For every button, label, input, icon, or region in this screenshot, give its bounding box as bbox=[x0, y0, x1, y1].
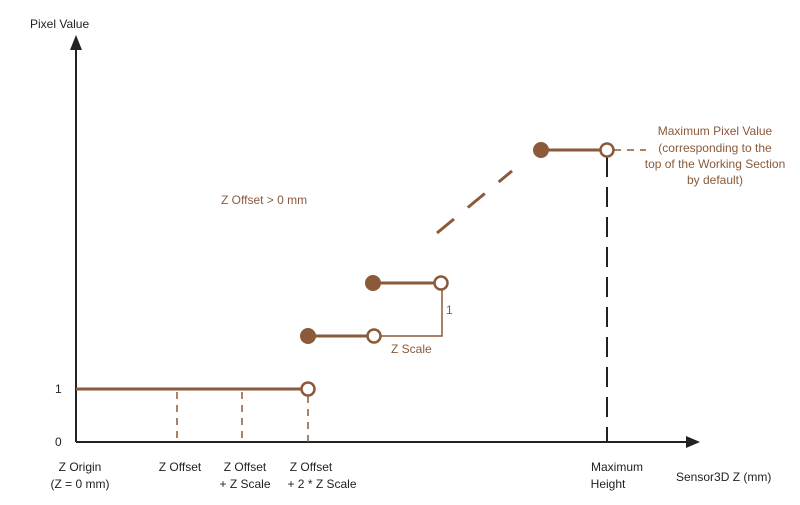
y-axis-arrow-icon bbox=[70, 35, 82, 50]
max-pixel-line2: (corresponding to the bbox=[658, 141, 772, 155]
open-point-max bbox=[599, 142, 615, 158]
x-tick-offset-2scale-line2: + 2 * Z Scale bbox=[287, 477, 356, 491]
open-point-level-1 bbox=[300, 381, 316, 397]
open-point-level-3 bbox=[433, 275, 449, 291]
y-axis-label: Pixel Value bbox=[30, 17, 89, 31]
x-axis-arrow-icon bbox=[686, 436, 700, 448]
open-points bbox=[300, 142, 615, 397]
continuation-dash bbox=[436, 169, 513, 235]
x-axis-label: Sensor3D Z (mm) bbox=[676, 470, 771, 484]
x-tick-offset-scale-line2: + Z Scale bbox=[219, 477, 270, 491]
step-height-label: 1 bbox=[446, 303, 453, 317]
y-tick-1: 1 bbox=[55, 382, 62, 396]
guide-lines bbox=[176, 149, 646, 442]
max-pixel-line1: Maximum Pixel Value bbox=[658, 124, 773, 138]
max-pixel-note: Maximum Pixel Value (corresponding to th… bbox=[645, 124, 786, 187]
closed-point-level-2 bbox=[300, 328, 316, 344]
z-offset-condition: Z Offset > 0 mm bbox=[221, 193, 307, 207]
z-scale-label: Z Scale bbox=[391, 342, 432, 356]
closed-point-level-3 bbox=[365, 275, 381, 291]
x-tick-max-line1: Maximum bbox=[591, 460, 643, 474]
x-tick-offset-2scale-line1: Z Offset bbox=[290, 460, 333, 474]
closed-points bbox=[300, 142, 549, 344]
max-pixel-line3: top of the Working Section bbox=[645, 157, 786, 171]
open-point-level-2 bbox=[366, 328, 382, 344]
x-tick-max-line2: Height bbox=[591, 477, 626, 491]
closed-point-max bbox=[533, 142, 549, 158]
z-scale-bracket bbox=[381, 290, 443, 337]
max-pixel-line4: by default) bbox=[687, 173, 743, 187]
y-tick-0: 0 bbox=[55, 435, 62, 449]
x-tick-offset-scale-line1: Z Offset bbox=[224, 460, 267, 474]
x-tick-offset: Z Offset bbox=[159, 460, 202, 474]
x-tick-origin-line1: Z Origin bbox=[59, 460, 102, 474]
x-tick-origin-line2: (Z = 0 mm) bbox=[51, 477, 110, 491]
step-curve bbox=[76, 148, 600, 391]
x-tick-labels: Z Origin (Z = 0 mm) Z Offset Z Offset + … bbox=[51, 460, 644, 491]
